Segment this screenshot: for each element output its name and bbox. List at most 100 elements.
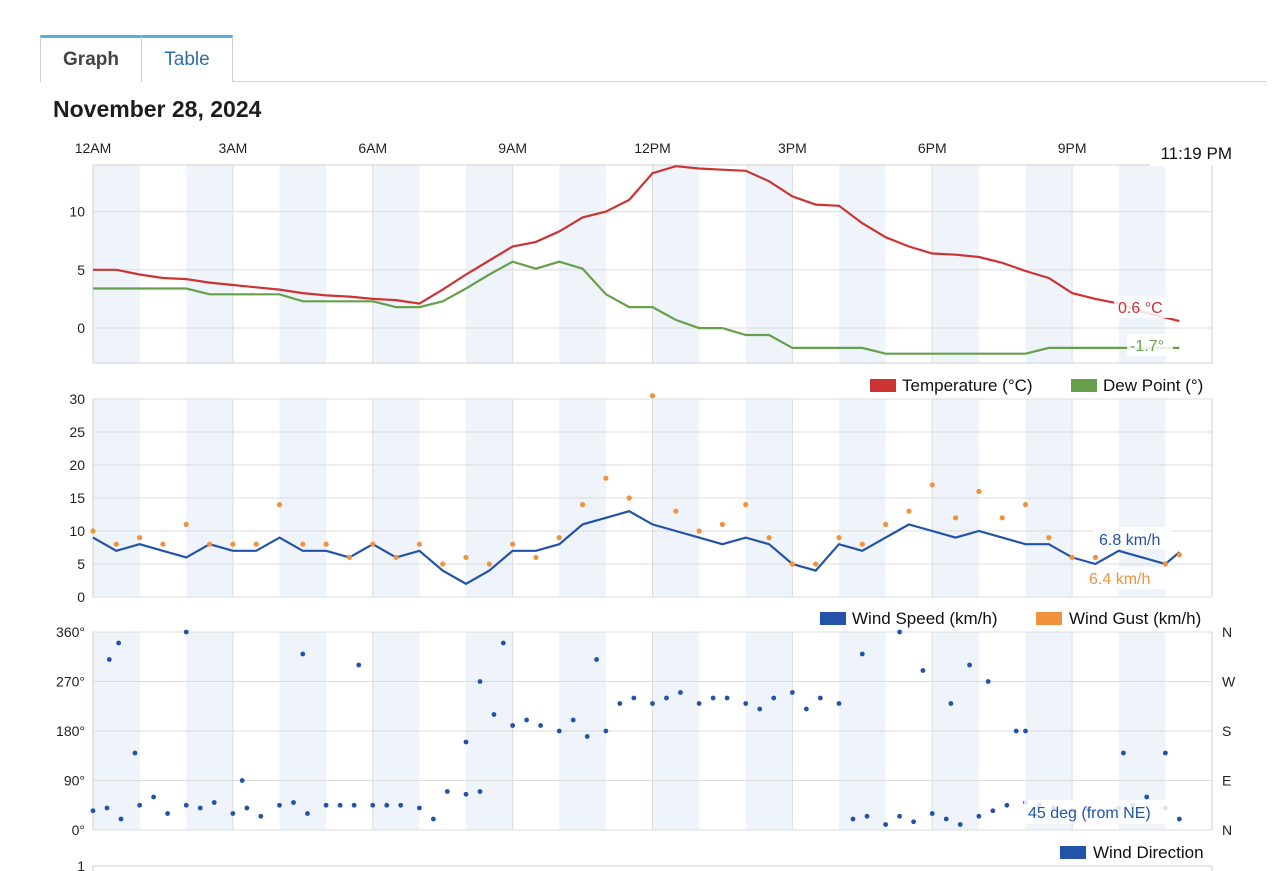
wind-gust-point bbox=[789, 561, 795, 567]
wind-direction-point bbox=[430, 816, 436, 822]
wind-gust-point bbox=[906, 508, 912, 514]
wind-direction-point bbox=[258, 813, 264, 819]
wind-direction-point bbox=[631, 695, 637, 701]
time-axis-tick-label: 6PM bbox=[918, 140, 947, 156]
time-axis-tick-label: 3PM bbox=[778, 140, 807, 156]
wind-direction-point bbox=[151, 794, 157, 800]
wind-direction-point bbox=[859, 651, 865, 657]
legend-label-wind-gust: Wind Gust (km/h) bbox=[1069, 609, 1201, 628]
hour-band bbox=[652, 165, 700, 363]
wind-direction-point bbox=[116, 640, 122, 646]
wind-gust-point bbox=[696, 528, 702, 534]
wind-gust-point bbox=[1162, 561, 1168, 567]
wind-direction-point bbox=[165, 811, 171, 816]
y-axis-tick-label: 5 bbox=[77, 556, 85, 572]
wind-gust-point bbox=[1046, 535, 1052, 541]
wind-gust-point bbox=[323, 541, 329, 547]
wind-gust-point bbox=[999, 515, 1005, 521]
wind-direction-point bbox=[183, 629, 189, 635]
temperature-end-label-bg bbox=[1114, 296, 1174, 318]
wind-direction-point bbox=[477, 789, 483, 794]
y-axis-tick-label: 5 bbox=[77, 262, 85, 278]
wind-direction-point bbox=[757, 706, 763, 712]
wind-direction-point bbox=[356, 662, 362, 668]
wind-direction-point bbox=[538, 723, 543, 728]
wind-gust-point bbox=[416, 541, 422, 547]
y-axis-tick-label: 360° bbox=[56, 624, 85, 640]
wind-gust-point bbox=[90, 528, 96, 534]
temperature-line bbox=[93, 165, 1180, 323]
wind-direction-point bbox=[836, 701, 842, 706]
wind-direction-point bbox=[650, 701, 655, 706]
wind-direction-point bbox=[1013, 728, 1019, 734]
wind-gust-point bbox=[393, 554, 399, 561]
y-axis-tick-label: 180° bbox=[56, 723, 85, 739]
right-axis-tick-label: N bbox=[1222, 624, 1232, 640]
wind-gust-point bbox=[463, 554, 469, 561]
legend-swatch-wind-speed bbox=[820, 612, 846, 625]
wind-direction-point bbox=[491, 712, 497, 717]
wind-direction-point bbox=[864, 813, 870, 819]
wind-gust-point bbox=[113, 541, 119, 547]
wind-gust-point bbox=[556, 535, 562, 541]
wind-direction-point bbox=[305, 811, 310, 816]
wind-direction-end-label: 45 deg (from NE) bbox=[1028, 805, 1151, 822]
wind-gust-point bbox=[813, 561, 819, 567]
wind-direction-point bbox=[137, 802, 143, 808]
wind-gust-point bbox=[859, 541, 865, 547]
y-axis-tick-label: 0 bbox=[77, 589, 85, 605]
wind-gust-point bbox=[160, 541, 166, 547]
wind-direction-point bbox=[948, 701, 954, 706]
tab-table[interactable]: Table bbox=[141, 35, 233, 82]
dew-point-end-label: -1.7° bbox=[1130, 338, 1164, 355]
wind-gust-point bbox=[976, 488, 982, 494]
right-axis-tick-label: W bbox=[1222, 674, 1236, 690]
wind-direction-point bbox=[990, 808, 996, 814]
tab-graph[interactable]: Graph bbox=[40, 35, 142, 82]
wind-direction-point bbox=[556, 728, 562, 734]
wind-direction-point bbox=[132, 750, 138, 756]
y-axis-tick-label: 270° bbox=[56, 674, 85, 690]
wind-direction-point bbox=[724, 695, 730, 701]
wind-direction-point bbox=[943, 816, 949, 822]
wind-direction-point bbox=[985, 679, 991, 684]
hour-band bbox=[745, 165, 793, 363]
wind-gust-point bbox=[743, 502, 749, 508]
hour-band bbox=[1118, 165, 1166, 363]
legend-swatch-temperature bbox=[870, 379, 896, 392]
wind-gust-point bbox=[276, 502, 283, 508]
wind-gust-point bbox=[673, 508, 679, 514]
time-axis-tick-label: 9AM bbox=[498, 140, 527, 156]
y-axis-tick-label: 0 bbox=[77, 320, 85, 336]
wind-direction-point bbox=[897, 813, 903, 819]
wind-direction-point bbox=[239, 778, 245, 783]
wind-direction-point bbox=[524, 717, 530, 723]
wind-direction-point bbox=[1004, 802, 1010, 808]
y-axis-tick-label: 30 bbox=[69, 391, 85, 407]
hour-band bbox=[279, 165, 327, 363]
wind-direction-point bbox=[463, 791, 469, 797]
wind-gust-point bbox=[1022, 502, 1029, 508]
wind-direction-point bbox=[803, 706, 809, 712]
wind-direction-point bbox=[230, 811, 236, 816]
hour-band bbox=[466, 165, 513, 363]
wind-gust-point bbox=[766, 535, 772, 541]
wind-gust-point bbox=[510, 541, 516, 547]
wind-gust-point bbox=[836, 535, 842, 541]
legend-label-temperature: Temperature (°C) bbox=[902, 376, 1033, 395]
right-axis-tick-label: S bbox=[1222, 723, 1231, 739]
wind-direction-point bbox=[351, 802, 357, 808]
wind-direction-point bbox=[500, 640, 506, 646]
wind-direction-end-label-bg bbox=[1024, 800, 1174, 824]
wind-gust-point bbox=[952, 515, 959, 521]
dew-point-end-label-bg bbox=[1127, 334, 1173, 356]
wind-gust-point bbox=[883, 521, 889, 528]
wind-gust-point bbox=[579, 502, 586, 508]
wind-direction-point bbox=[183, 802, 189, 808]
wind-gust-point bbox=[1092, 554, 1099, 561]
temperature-end-label: 0.6 °C bbox=[1118, 300, 1163, 317]
wind-gust-point bbox=[626, 495, 632, 501]
tab-bar: Graph Table bbox=[40, 35, 1266, 82]
hour-band bbox=[1025, 165, 1073, 363]
